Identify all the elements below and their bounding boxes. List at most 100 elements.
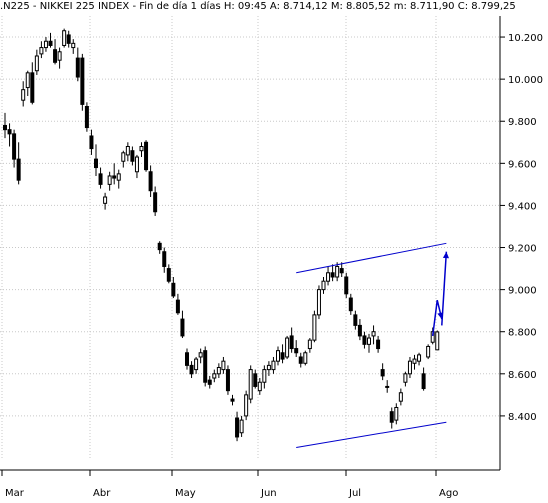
candle-down (162, 251, 167, 267)
candle-down (203, 350, 208, 383)
channel-trendline (296, 242, 447, 274)
candle-up (426, 345, 431, 358)
candle-down (185, 352, 189, 366)
candle-up (285, 337, 290, 358)
x-tick-label: Mar (5, 488, 25, 499)
candle-up (417, 354, 422, 362)
candle-down (153, 192, 158, 213)
candle-up (307, 339, 312, 350)
candle-down (353, 314, 358, 326)
candle-down (12, 133, 17, 160)
candle-up (103, 196, 108, 204)
candle-down (75, 57, 80, 78)
x-tick-label: Ago (439, 488, 458, 499)
candle-down (357, 324, 362, 337)
candle-up (335, 265, 340, 278)
candle-down (421, 373, 426, 390)
x-tick-label: Jun (260, 488, 277, 499)
y-tick-label: 9.800 (508, 117, 537, 128)
candle-up (257, 381, 262, 392)
candle-up (134, 156, 139, 173)
candle-up (407, 360, 412, 375)
x-tick-label: May (175, 488, 196, 499)
candle-up (412, 358, 417, 364)
candle-up (271, 360, 276, 371)
candle-up (276, 350, 280, 362)
y-tick-label: 8.400 (508, 412, 537, 423)
candle-up (303, 352, 308, 364)
candle-down (180, 318, 185, 337)
candle-up (125, 145, 130, 156)
candle-up (39, 47, 44, 55)
candle-down (16, 158, 21, 181)
candle-up (57, 51, 62, 61)
y-tick-label: 9.200 (508, 244, 537, 255)
candle-up (398, 392, 403, 402)
candle-down (389, 411, 394, 423)
candle-down (66, 34, 71, 44)
candle-up (221, 360, 226, 371)
candle-up (266, 364, 271, 371)
candle-up (34, 55, 39, 72)
candle-up (116, 173, 121, 181)
candle-down (84, 106, 89, 129)
candle-down (289, 335, 294, 350)
candle-down (7, 129, 12, 135)
candle-up (71, 42, 76, 49)
candle-down (376, 339, 381, 350)
candle-down (171, 282, 176, 297)
candle-down (144, 141, 149, 171)
candle-down (189, 364, 194, 375)
candle-up (367, 337, 371, 345)
x-tick-label: Abr (93, 488, 111, 499)
y-tick-label: 10.200 (508, 33, 543, 44)
candle-down (230, 398, 235, 402)
candle-up (262, 369, 267, 383)
candle-down (80, 57, 85, 105)
candle-up (316, 289, 321, 316)
channel-trendline (296, 421, 447, 448)
candle-up (326, 272, 331, 282)
candle-down (280, 352, 285, 360)
candle-down (148, 171, 153, 192)
candle-up (43, 40, 48, 49)
candle-down (89, 135, 94, 150)
candle-up (371, 331, 376, 337)
candle-up (312, 314, 317, 341)
candle-down (339, 268, 344, 274)
candle-up (194, 358, 199, 371)
candle-up (435, 331, 440, 351)
candle-down (130, 150, 135, 162)
candle-down (157, 242, 162, 251)
y-tick-label: 10.000 (508, 75, 543, 86)
candle-up (139, 145, 144, 152)
y-tick-label: 9.600 (508, 159, 537, 170)
candle-down (94, 158, 98, 169)
candle-down (98, 173, 103, 185)
chart-header: .N225 - NIKKEI 225 INDEX - Fin de día 1 … (0, 1, 516, 12)
projection-arrow (431, 299, 443, 337)
candle-down (298, 356, 303, 364)
candle-up (394, 406, 399, 421)
candle-up (385, 385, 390, 388)
y-tick-label: 9.400 (508, 201, 537, 212)
candle-down (112, 175, 117, 179)
candle-up (212, 373, 217, 379)
candle-down (207, 379, 212, 385)
candle-down (294, 348, 299, 354)
candle-down (348, 297, 353, 312)
y-tick-label: 8.800 (508, 328, 537, 339)
candle-down (53, 49, 58, 63)
candle-up (107, 175, 112, 185)
candle-up (321, 280, 326, 291)
candle-up (239, 419, 244, 434)
candle-up (62, 30, 67, 46)
candle-down (30, 72, 35, 103)
candle-up (216, 366, 221, 375)
candle-down (175, 299, 180, 314)
candle-up (25, 72, 30, 89)
candle-down (344, 276, 349, 295)
candle-up (121, 152, 126, 162)
